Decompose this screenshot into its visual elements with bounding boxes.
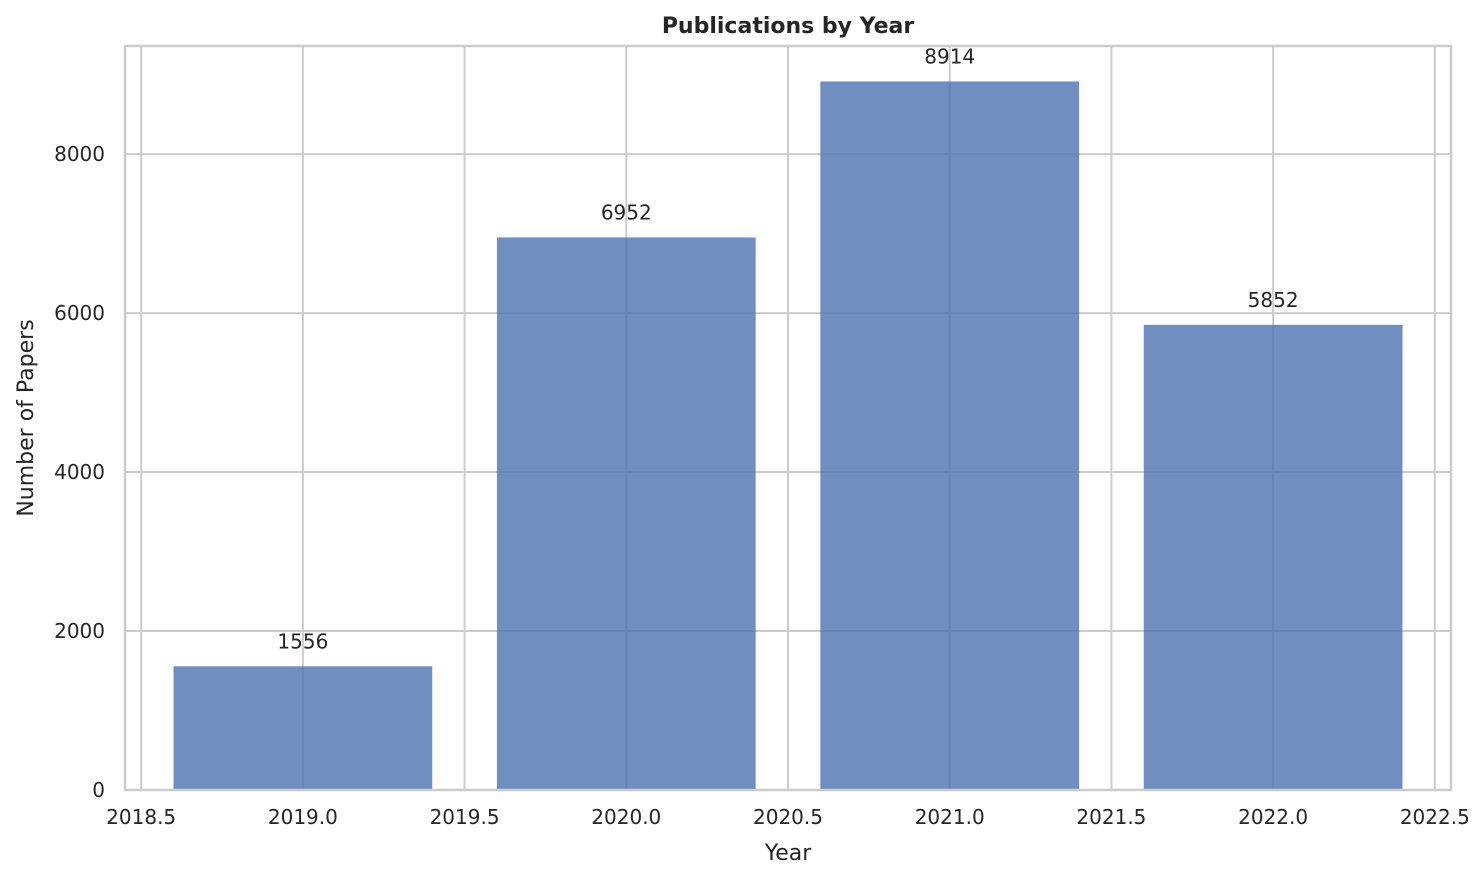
bar-1556 [173, 666, 433, 790]
x-tick-label-0: 2018.5 [106, 805, 176, 829]
y-tick-label-2: 4000 [54, 460, 105, 484]
y-tick-labels: 0 2000 4000 6000 8000 [54, 142, 105, 802]
y-tick-label-4: 8000 [54, 142, 105, 166]
data-label-5852: 5852 [1248, 288, 1299, 312]
x-tick-labels: 2018.5 2019.0 2019.5 2020.0 2020.5 2021.0 2021… [106, 805, 1470, 829]
data-label-6952: 6952 [601, 200, 652, 224]
y-tick-label-3: 6000 [54, 301, 105, 325]
data-label-8914: 8914 [924, 44, 975, 68]
data-label-1556: 1556 [277, 629, 328, 653]
bar-5852 [1143, 324, 1403, 790]
x-tick-label-8: 2022.5 [1400, 805, 1470, 829]
bars [173, 81, 1403, 790]
x-tick-label-4: 2020.5 [753, 805, 823, 829]
bar-8914 [820, 81, 1080, 790]
x-tick-label-6: 2021.5 [1076, 805, 1146, 829]
x-tick-label-7: 2022.0 [1238, 805, 1308, 829]
y-axis-label: Number of Papers [14, 319, 39, 516]
x-axis-label: Year [764, 841, 813, 866]
y-tick-label-0: 0 [92, 778, 105, 802]
x-tick-label-2: 2019.5 [430, 805, 500, 829]
bar-6952 [496, 237, 756, 790]
x-tick-label-1: 2019.0 [268, 805, 338, 829]
x-tick-label-5: 2021.0 [915, 805, 985, 829]
plot-frame [123, 44, 1453, 792]
chart-title: Publications by Year [662, 14, 915, 39]
x-tick-label-3: 2020.0 [591, 805, 661, 829]
data-labels: 1556 6952 8914 5852 [277, 44, 1298, 653]
y-tick-label-1: 2000 [54, 619, 105, 643]
